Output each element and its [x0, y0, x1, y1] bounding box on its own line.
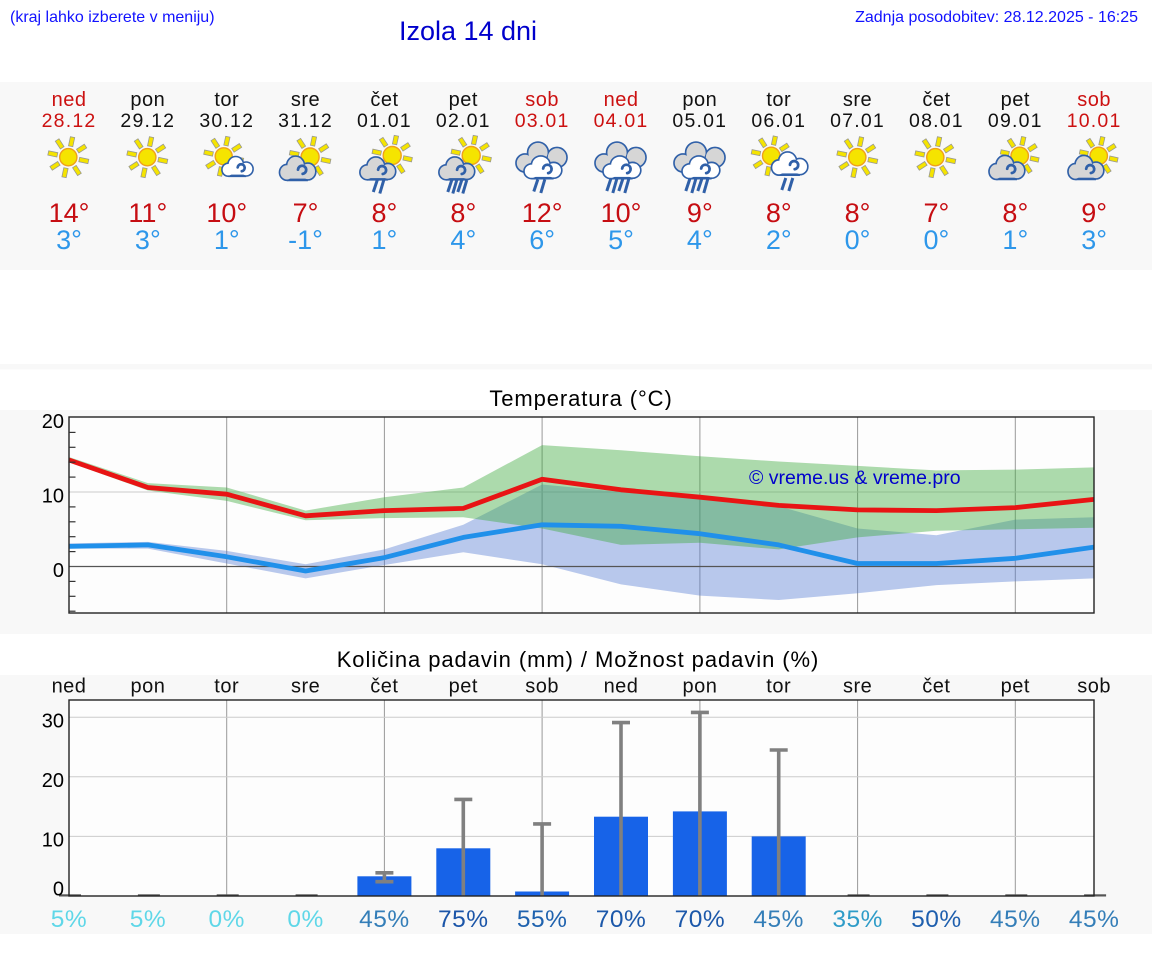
svg-text:sob: sob	[525, 676, 559, 698]
svg-text:10: 10	[42, 486, 64, 508]
svg-text:Količina padavin (mm) / Možnos: Količina padavin (mm) / Možnost padavin …	[337, 647, 820, 672]
svg-text:tor: tor	[214, 676, 239, 698]
svg-text:20: 20	[42, 411, 64, 433]
svg-text:pet: pet	[449, 676, 478, 698]
svg-text:tor: tor	[766, 676, 791, 698]
svg-text:45%: 45%	[990, 906, 1041, 933]
svg-text:pon: pon	[130, 676, 165, 698]
svg-text:sob: sob	[1077, 676, 1111, 698]
svg-text:© vreme.us & vreme.pro: © vreme.us & vreme.pro	[749, 467, 961, 489]
svg-text:5%: 5%	[130, 906, 166, 933]
svg-text:0%: 0%	[287, 906, 323, 933]
svg-text:75%: 75%	[438, 906, 489, 933]
svg-text:Temperatura (°C): Temperatura (°C)	[489, 386, 672, 411]
svg-text:0: 0	[53, 878, 64, 900]
svg-text:70%: 70%	[675, 906, 726, 933]
svg-text:70%: 70%	[596, 906, 647, 933]
svg-text:30: 30	[42, 711, 64, 733]
svg-text:sre: sre	[843, 676, 872, 698]
svg-text:50%: 50%	[911, 906, 962, 933]
svg-text:0%: 0%	[208, 906, 244, 933]
svg-text:čet: čet	[370, 676, 398, 698]
svg-text:10: 10	[42, 830, 64, 852]
svg-text:0: 0	[53, 560, 64, 582]
svg-text:45%: 45%	[359, 906, 410, 933]
svg-text:5%: 5%	[51, 906, 87, 933]
svg-text:sre: sre	[291, 676, 320, 698]
svg-text:45%: 45%	[753, 906, 804, 933]
svg-text:ned: ned	[604, 676, 639, 698]
svg-text:35%: 35%	[832, 906, 883, 933]
svg-text:55%: 55%	[517, 906, 568, 933]
svg-text:pet: pet	[1001, 676, 1030, 698]
svg-text:45%: 45%	[1069, 906, 1120, 933]
svg-text:20: 20	[42, 770, 64, 792]
svg-text:čet: čet	[922, 676, 950, 698]
svg-text:pon: pon	[682, 676, 717, 698]
svg-text:ned: ned	[52, 676, 87, 698]
